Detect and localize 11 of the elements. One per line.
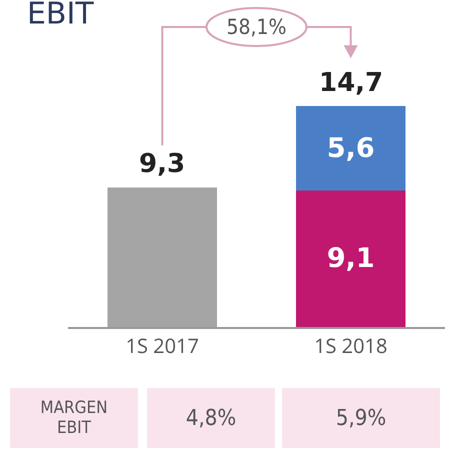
data-label: 9,1	[326, 243, 375, 274]
text: 58,1%	[225, 14, 288, 41]
text: 4,8%	[186, 406, 236, 430]
x-tick-label: 1S 2017	[126, 332, 199, 359]
chart-title: EBIT	[26, 0, 94, 32]
data-label: 5,6	[326, 132, 375, 164]
x-tick-label: 1S 2018	[314, 332, 388, 359]
total-label: 9,3	[139, 149, 186, 179]
total-label: 14,7	[319, 68, 384, 98]
text: 5,9%	[336, 406, 386, 430]
text: MARGEN EBIT	[39, 398, 109, 438]
